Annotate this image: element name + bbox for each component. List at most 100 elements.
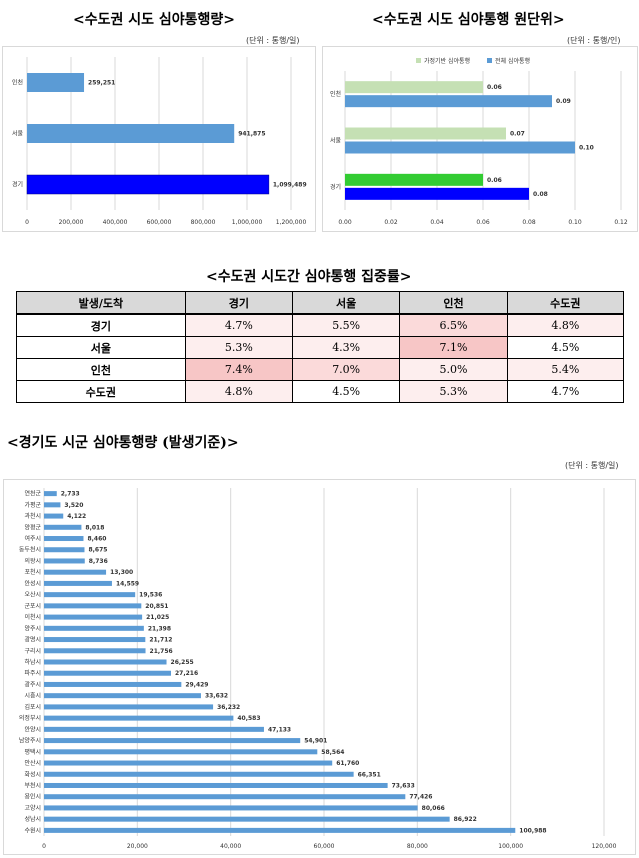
table-cell: 4.8% [184,380,294,403]
bar [345,173,483,186]
bar [44,771,354,777]
data-label: 4,122 [67,513,86,520]
bar [44,670,172,676]
bar [27,73,85,92]
data-label: 14,559 [116,580,139,587]
table-cell: 5.3% [184,336,294,359]
data-label: 26,255 [171,659,194,666]
table-row: 경기 4.7% 5.5% 6.5% 4.8% [16,313,625,337]
data-label: 0.06 [487,84,502,91]
data-label: 941,875 [238,131,265,138]
x-tick-label: 400,000 [103,219,128,226]
table-cell: 4.5% [291,380,401,403]
y-category-label: 연천군 [24,490,41,498]
data-label: 21,025 [146,614,169,621]
y-category-label: 화성시 [24,770,41,778]
y-category-label: 의정부시 [19,714,41,722]
y-category-label: 서울 [330,137,342,145]
data-label: 100,988 [519,827,546,834]
data-label: 3,520 [64,502,83,509]
x-tick-label: 60,000 [314,843,335,850]
bar [44,491,57,497]
bar [44,536,84,542]
bar [44,592,136,598]
data-label: 13,300 [110,569,133,576]
y-category-label: 오산시 [24,591,41,599]
y-category-label: 시흥시 [24,692,41,700]
table-col-header: 인천 [399,291,508,315]
bar [345,141,575,154]
data-label: 8,675 [88,547,107,554]
y-category-label: 가평군 [24,501,41,509]
sido-trip-rate-chart: 가정기반 심야통행 전체 심야통행 0.00 0.02 0.04 0.06 0.08 0.10… [330,57,628,226]
bar [44,569,107,575]
data-label: 0.08 [533,191,548,198]
table-row: 수도권 4.8% 4.5% 5.3% 4.7% [16,380,625,403]
table-col-header: 수도권 [506,291,625,315]
bar [44,681,182,687]
bar [27,124,235,143]
bar [44,749,318,755]
y-category-label: 의왕시 [24,557,41,565]
bottom-chart-title: <경기도 시군 심야통행량 (발생기준)> [7,435,239,451]
data-label: 80,066 [422,805,445,812]
table-cell: 4.5% [506,336,625,359]
legend-swatch [487,58,492,63]
y-category-label: 양주시 [24,624,41,632]
y-category-label: 포천시 [24,568,41,576]
x-tick-label: 0 [42,843,46,850]
table-cell: 5.3% [399,380,508,403]
table-cell: 7.4% [184,358,294,381]
data-label: 58,564 [321,749,344,756]
y-category-label: 용인시 [24,794,41,801]
table-cell: 5.4% [506,358,625,381]
bar [44,502,61,508]
data-label: 21,712 [149,637,172,644]
gyeonggi-city-night-trips-chart: 0 20,000 40,000 60,000 80,000 100,000 120,000 연… [19,488,617,850]
y-category-label: 파주시 [24,669,41,677]
bar [44,524,82,530]
y-category-label: 고양시 [24,804,41,812]
y-category-label: 평택시 [24,748,41,756]
right-chart-frame: 가정기반 심야통행 전체 심야통행 0.00 0.02 0.04 0.06 0.08 0.10… [322,46,638,232]
data-label: 77,426 [409,794,432,801]
bottom-chart-frame: 0 20,000 40,000 60,000 80,000 100,000 120,000 연… [3,479,636,855]
y-category-label: 이천시 [24,613,41,621]
x-tick-label: 40,000 [220,843,241,850]
x-tick-label: 1,200,000 [276,219,307,226]
table-row-header: 서울 [16,336,186,359]
bar [44,827,516,833]
data-label: 86,922 [454,816,477,823]
y-category-label: 서울 [12,130,24,138]
y-category-label: 군포시 [24,603,41,610]
data-label: 0.06 [487,177,502,184]
table-cell: 4.7% [184,313,294,337]
table-row: 인천 7.4% 7.0% 5.0% 5.4% [16,358,625,381]
data-label: 20,851 [145,603,168,610]
bar [44,580,112,586]
y-category-label: 부천시 [24,781,41,789]
table-row-header: 수도권 [16,380,186,403]
right-chart-title: <수도권 시도 심야통행 원단위> [372,12,565,28]
bar [345,81,483,94]
table-cell: 6.5% [399,313,508,337]
table-row: 서울 5.3% 4.3% 7.1% 4.5% [16,336,625,359]
sido-night-trips-chart: 0 200,000 400,000 600,000 800,000 1,000,000 1,… [12,57,307,226]
bar [44,794,406,800]
y-category-label: 양평군 [24,523,41,531]
right-chart-unit: (단위 : 통행/인) [567,36,621,45]
data-label: 21,756 [150,648,173,655]
bar [345,127,506,140]
concentration-table: 발생/도착 경기 서울 인천 수도권 경기 4.7% 5.5% 6.5% 4.8% 서울 5… [16,291,625,403]
x-tick-label: 80,000 [407,843,428,850]
bar [44,547,85,553]
data-label: 1,099,489 [273,182,307,189]
bar [44,715,234,721]
bar [44,760,333,766]
bar [345,187,529,200]
table-cell: 4.3% [291,336,401,359]
data-label: 8,460 [87,536,106,543]
bar [44,782,388,788]
data-label: 40,583 [237,715,260,722]
data-label: 47,133 [268,726,291,733]
